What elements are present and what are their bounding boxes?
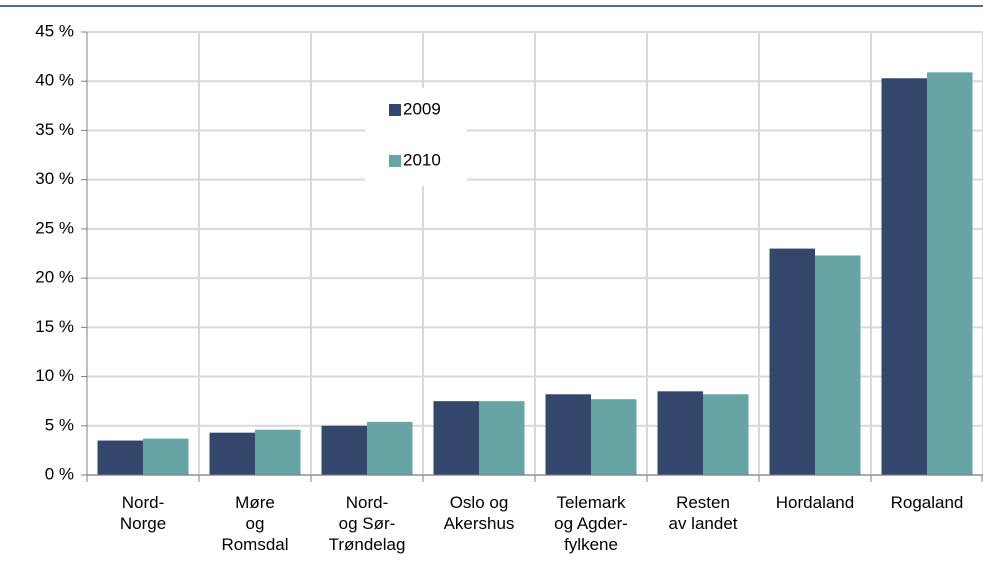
bar (703, 394, 749, 475)
bar (657, 391, 703, 475)
y-tick-label: 20 % (35, 268, 74, 287)
bar (881, 78, 927, 475)
y-tick-label: 0 % (45, 464, 74, 483)
y-tick-label: 15 % (35, 317, 74, 336)
bar (591, 399, 637, 475)
bar (255, 429, 301, 475)
x-tick-label: Oslo og Akershus (443, 493, 515, 533)
legend-swatch (389, 104, 401, 116)
y-tick-label: 45 % (35, 21, 74, 40)
legend-label: 2010 (403, 150, 441, 169)
legend-label: 2009 (403, 99, 441, 118)
legend-box (365, 88, 467, 186)
bar (209, 432, 255, 475)
bar (321, 425, 367, 475)
bar (97, 440, 143, 475)
y-tick-label: 10 % (35, 366, 74, 385)
y-tick-label: 40 % (35, 71, 74, 90)
x-tick-label: Rogaland (890, 493, 964, 512)
bar (927, 72, 973, 476)
y-tick-label: 5 % (45, 415, 74, 434)
x-tick-label: Hordaland (775, 493, 855, 512)
x-tick-label: Møre og Romsdal (221, 493, 289, 554)
bar (545, 394, 591, 475)
bar (367, 421, 413, 475)
y-tick-label: 35 % (35, 120, 74, 139)
x-tick-label: Nord- og Sør- Trøndelag (328, 493, 406, 554)
bar (433, 401, 479, 475)
bar (815, 255, 861, 475)
y-tick-label: 25 % (35, 218, 74, 237)
x-tick-label: Telemark og Agder- fylkene (554, 493, 628, 554)
legend-swatch (389, 155, 401, 167)
y-tick-label: 30 % (35, 169, 74, 188)
x-tick-label: Nord- Norge (119, 493, 167, 533)
bar (769, 248, 815, 475)
bar (143, 438, 189, 475)
bar (479, 401, 525, 475)
x-tick-label: Resten av landet (668, 493, 738, 533)
